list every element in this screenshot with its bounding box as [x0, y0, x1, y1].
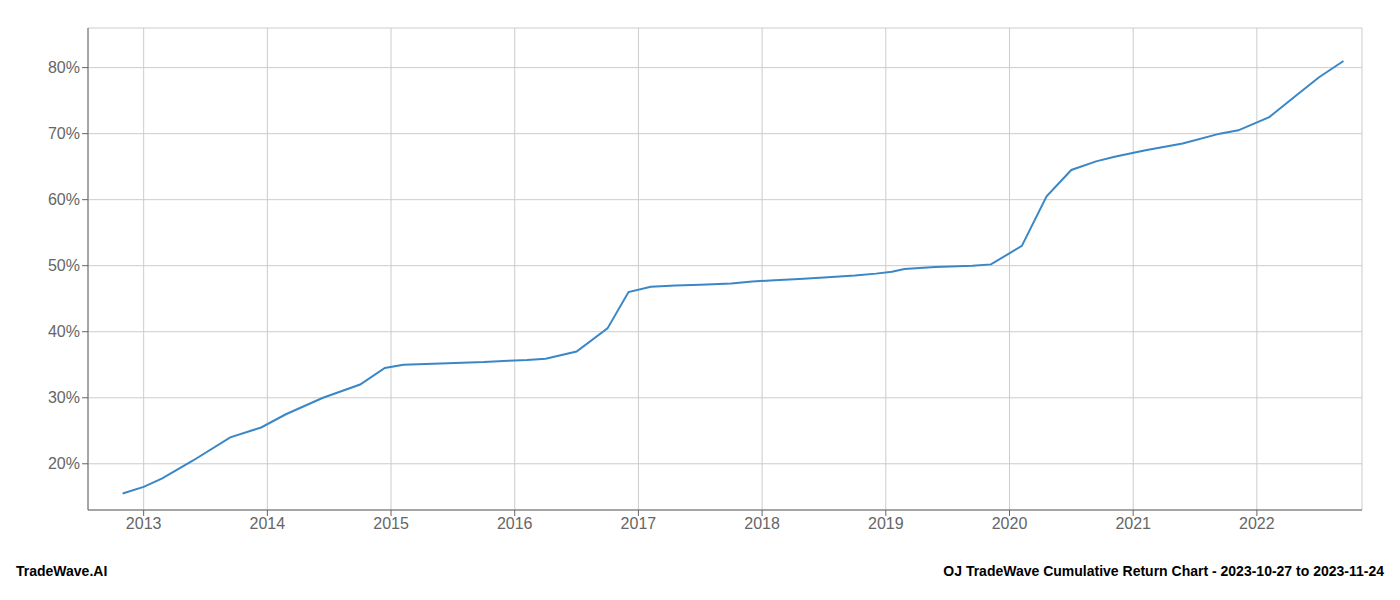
- svg-text:2020: 2020: [992, 515, 1028, 532]
- svg-text:60%: 60%: [48, 191, 80, 208]
- html-text:TradeWave.AI: TradeWave.AI: [16, 563, 108, 579]
- svg-text:2014: 2014: [250, 515, 286, 532]
- svg-text:2017: 2017: [621, 515, 657, 532]
- svg-text:80%: 80%: [48, 59, 80, 76]
- svg-text:2016: 2016: [497, 515, 533, 532]
- svg-text:2013: 2013: [126, 515, 162, 532]
- svg-text:70%: 70%: [48, 125, 80, 142]
- svg-text:2018: 2018: [744, 515, 780, 532]
- svg-text:2019: 2019: [868, 515, 904, 532]
- svg-text:50%: 50%: [48, 257, 80, 274]
- html-text:OJ TradeWave Cumulative Return: OJ TradeWave Cumulative Return Chart - 2…: [943, 563, 1384, 579]
- svg-text:2015: 2015: [373, 515, 409, 532]
- svg-text:20%: 20%: [48, 455, 80, 472]
- svg-text:2022: 2022: [1239, 515, 1275, 532]
- svg-text:2021: 2021: [1115, 515, 1151, 532]
- svg-text:40%: 40%: [48, 323, 80, 340]
- svg-text:30%: 30%: [48, 389, 80, 406]
